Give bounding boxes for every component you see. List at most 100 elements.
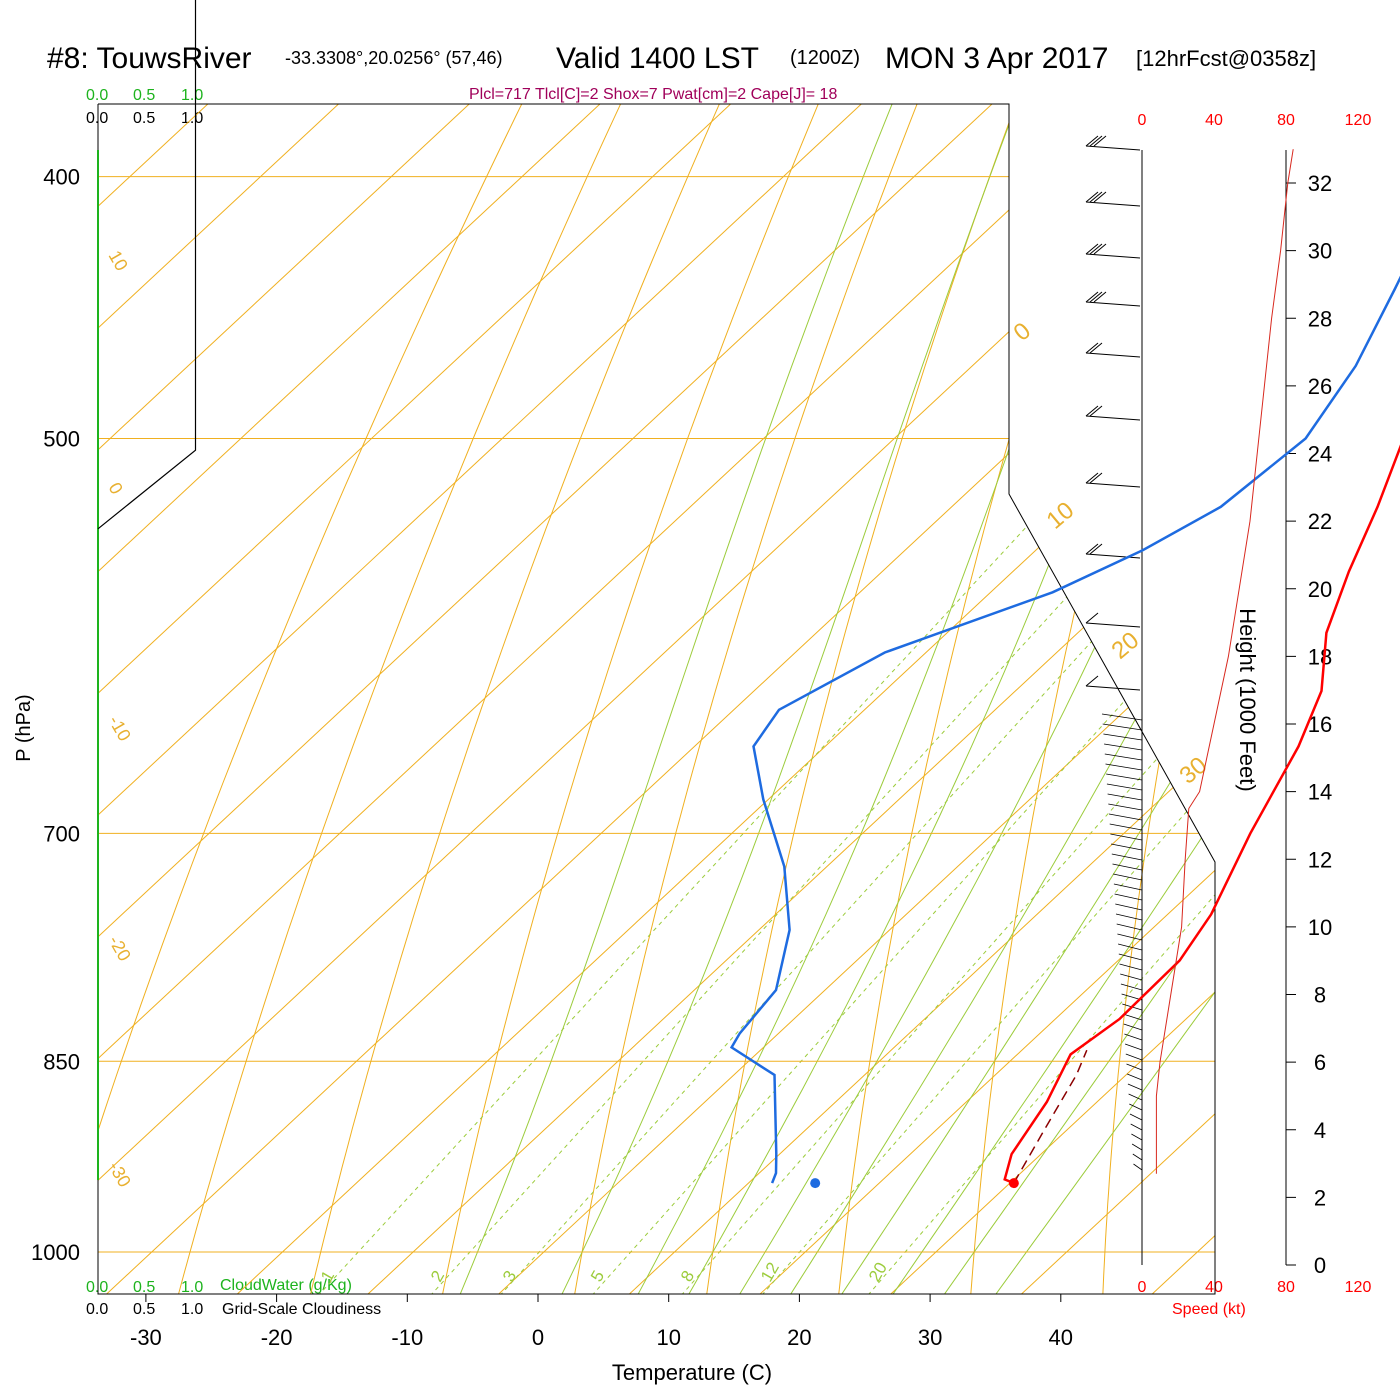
wind-barb bbox=[1127, 1073, 1143, 1081]
height-tick-label: 10 bbox=[1308, 915, 1332, 940]
wind-barb bbox=[1129, 1113, 1143, 1121]
isotherm-line bbox=[98, 104, 1115, 1294]
height-tick-label: 2 bbox=[1314, 1185, 1326, 1210]
speed-top-tick-80: 80 bbox=[1277, 112, 1295, 129]
dry-adiabat bbox=[701, 104, 1212, 1294]
cloudwater-tick-2: 1.0 bbox=[181, 87, 203, 104]
isotherm-line bbox=[629, 104, 1215, 1294]
cloudwater-bottom-tick-0: 0.0 bbox=[86, 1279, 108, 1296]
moist-adiabat bbox=[766, 104, 1215, 1294]
wind-barb bbox=[1106, 773, 1143, 781]
y-axis-label: P (hPa) bbox=[13, 694, 35, 761]
valid-time: Valid 1400 LST bbox=[556, 42, 759, 75]
wind-barb-flag bbox=[1089, 472, 1103, 484]
x-tick-label: 30 bbox=[918, 1325, 942, 1350]
x-tick-label: -20 bbox=[261, 1325, 293, 1350]
speed-bottom-tick-40: 40 bbox=[1205, 1279, 1223, 1296]
height-tick-label: 24 bbox=[1308, 442, 1332, 467]
wind-barb bbox=[1115, 903, 1143, 911]
height-tick-label: 28 bbox=[1308, 306, 1332, 331]
dry-adiabat bbox=[1366, 0, 1400, 1331]
x-tick-label: -30 bbox=[130, 1325, 162, 1350]
wind-barb bbox=[1117, 933, 1143, 941]
plot-frame bbox=[97, 0, 1287, 1295]
y-tick-label: 850 bbox=[43, 1049, 80, 1074]
wind-barb-flag bbox=[1093, 291, 1107, 303]
wind-barb-flag bbox=[1089, 342, 1103, 354]
wind-barb bbox=[1104, 753, 1143, 761]
wind-barb-flag bbox=[1089, 191, 1103, 203]
adiabat-label: -30 bbox=[105, 1158, 135, 1191]
adiabat-label: -20 bbox=[105, 932, 135, 965]
wind-barb bbox=[1085, 253, 1141, 259]
plot-border bbox=[97, 103, 1216, 1295]
isotherm-line bbox=[98, 104, 331, 1294]
wind-barb bbox=[1106, 783, 1143, 791]
speed-axis-label: Speed (kt) bbox=[1172, 1301, 1246, 1318]
isotherm-line bbox=[1021, 104, 1215, 1294]
mixing-ratio-line bbox=[649, 176, 1215, 1294]
y-tick-label: 400 bbox=[43, 165, 80, 190]
wind-barb bbox=[1085, 201, 1141, 207]
wind-barb-flag bbox=[1093, 135, 1107, 147]
height-tick-label: 26 bbox=[1308, 374, 1332, 399]
isotherm-line bbox=[1283, 0, 1400, 1294]
wind-barb bbox=[1129, 1103, 1143, 1111]
x-tick-label: 0 bbox=[532, 1325, 544, 1350]
wind-barb bbox=[1104, 743, 1143, 751]
isotherm-line bbox=[890, 104, 1215, 1294]
adiabat-label: 20 bbox=[1107, 627, 1145, 665]
speed-top-tick-40: 40 bbox=[1205, 112, 1223, 129]
utc-time: (1200Z) bbox=[790, 47, 860, 69]
speed-top-tick-0: 0 bbox=[1138, 112, 1147, 129]
isotherm-line bbox=[98, 104, 1215, 1294]
adiabat-label: 0 bbox=[1009, 317, 1037, 346]
adiabat-label: -10 bbox=[105, 712, 135, 745]
x-tick-label: 40 bbox=[1049, 1325, 1073, 1350]
height-tick-label: 14 bbox=[1308, 780, 1332, 805]
station-name: : TouwsRiver bbox=[80, 42, 251, 75]
cloudwater-tick-0: 0.0 bbox=[86, 87, 108, 104]
station-id: #8 bbox=[47, 42, 80, 75]
wind-barb bbox=[1125, 1053, 1143, 1061]
moist-adiabat bbox=[917, 104, 1215, 1294]
wind-barb bbox=[1116, 923, 1143, 931]
wind-barb bbox=[1126, 1063, 1143, 1071]
dry-adiabat bbox=[1100, 104, 1215, 1294]
wind-barb bbox=[1111, 843, 1143, 851]
moist-adiabat bbox=[968, 104, 1215, 1294]
mixing-ratio-label: 20 bbox=[865, 1259, 891, 1285]
cloudiness-bottom-tick-1: 0.5 bbox=[133, 1301, 155, 1318]
cloudiness-bottom-tick-0: 0.0 bbox=[86, 1301, 108, 1318]
wind-barb-flag bbox=[1093, 191, 1107, 203]
wind-barb-flag bbox=[1085, 291, 1099, 303]
wind-barb bbox=[1085, 553, 1141, 559]
mixing-ratio-line bbox=[729, 176, 1215, 1294]
speed-bottom-tick-80: 80 bbox=[1277, 1279, 1295, 1296]
x-tick-label: -10 bbox=[391, 1325, 423, 1350]
wind-barb bbox=[1118, 953, 1143, 961]
dry-adiabat bbox=[168, 104, 860, 1294]
cloudwater-label: CloudWater (g/Kg) bbox=[220, 1277, 352, 1294]
height-axis-label: Height (1000 Feet) bbox=[1235, 608, 1260, 791]
adiabat-label: 10 bbox=[105, 247, 132, 274]
isotherm-line bbox=[98, 104, 1215, 1294]
wind-barb bbox=[1085, 301, 1141, 307]
mixing-ratio-label: 3 bbox=[499, 1267, 520, 1285]
speed-bottom-tick-0: 0 bbox=[1138, 1279, 1147, 1296]
wind-barb-flag bbox=[1085, 472, 1099, 484]
sounding-indices: Plcl=717 Tlcl[C]=2 Shox=7 Pwat[cm]=2 Cap… bbox=[469, 86, 837, 103]
wind-barb-flag bbox=[1085, 612, 1099, 624]
isotherm-line bbox=[98, 104, 1215, 1294]
cloudiness-label: Grid-Scale Cloudiness bbox=[222, 1301, 381, 1318]
wind-barb bbox=[1109, 823, 1143, 831]
y-tick-label: 500 bbox=[43, 427, 80, 452]
height-tick-label: 18 bbox=[1308, 644, 1332, 669]
moist-adiabat bbox=[543, 104, 1214, 1294]
sounding-series bbox=[729, 149, 1400, 1189]
wind-barb bbox=[1130, 1123, 1143, 1131]
speed-bottom-tick-120: 120 bbox=[1345, 1279, 1372, 1296]
isotherm-line bbox=[498, 104, 1215, 1294]
wind-barb bbox=[1102, 723, 1143, 731]
